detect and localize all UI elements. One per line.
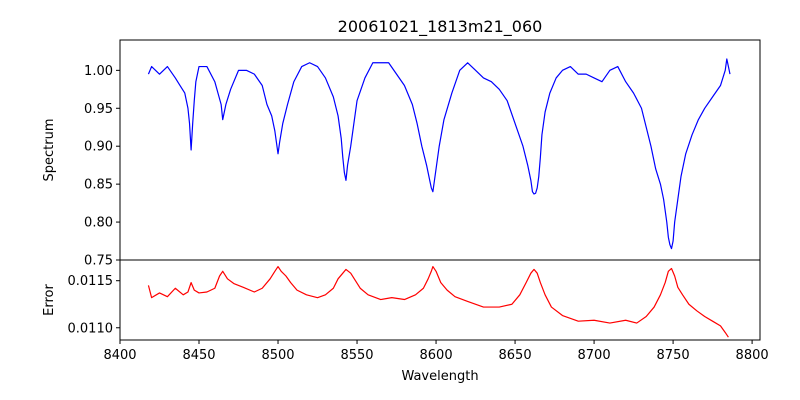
x-tick-label: 8600 bbox=[420, 348, 453, 363]
spectrum-panel: 0.75 0.80 0.85 0.90 0.95 1.00 Spectrum bbox=[42, 39, 761, 269]
x-tick-label: 8800 bbox=[736, 348, 769, 363]
spectrum-y-tick-label: 0.90 bbox=[84, 140, 113, 155]
x-tick-label: 8650 bbox=[499, 348, 532, 363]
error-series-line-0 bbox=[147, 265, 729, 338]
x-tick-label: 8450 bbox=[182, 348, 215, 363]
x-tick-label: 8400 bbox=[103, 348, 136, 363]
error-panel: 0.0110 0.0115 8400 8450 8500 8550 8600 8650 870… bbox=[42, 259, 769, 384]
error-y-tick-label: 0.0110 bbox=[68, 321, 114, 336]
error-y-tick-label: 0.0115 bbox=[68, 274, 114, 289]
spectrum-series-line-0 bbox=[147, 58, 731, 250]
spectrum-y-tick-label: 1.00 bbox=[84, 64, 113, 79]
x-tick-label: 8550 bbox=[340, 348, 373, 363]
spectrum-y-axis-label: Spectrum bbox=[42, 119, 57, 182]
spectrum-y-tick-label: 0.95 bbox=[84, 102, 113, 117]
spectrum-y-tick-label: 0.80 bbox=[84, 216, 113, 231]
error-axes-frame bbox=[119, 259, 761, 341]
spectrum-axes-frame bbox=[119, 39, 761, 261]
x-tick-label: 8500 bbox=[261, 348, 294, 363]
x-tick-label: 8700 bbox=[578, 348, 611, 363]
error-y-axis-label: Error bbox=[42, 284, 57, 316]
chart-title: 20061021_1813m21_060 bbox=[338, 17, 543, 37]
x-axis-label: Wavelength bbox=[401, 369, 478, 384]
x-tick-label: 8750 bbox=[657, 348, 690, 363]
spectrum-y-tick-label: 0.85 bbox=[84, 178, 113, 193]
spectrum-y-tick-label: 0.75 bbox=[84, 254, 113, 269]
